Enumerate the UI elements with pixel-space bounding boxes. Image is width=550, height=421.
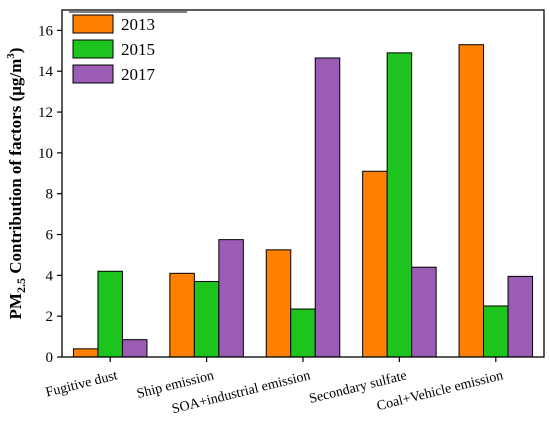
- legend-swatch: [72, 14, 114, 34]
- bars-layer: [72, 44, 534, 358]
- legend-swatch: [72, 64, 114, 84]
- bar: [507, 275, 534, 358]
- y-tick-label: 8: [46, 187, 54, 203]
- y-tick-label: 6: [46, 228, 54, 244]
- bar: [386, 52, 413, 358]
- bar: [265, 249, 292, 358]
- y-axis-label: PM2.5 Contribution of factors (μg/m3): [5, 48, 28, 320]
- legend: 2013 2015 2017: [69, 11, 187, 84]
- y-label-subscript: 2.5: [14, 278, 28, 293]
- y-label-prefix: PM: [6, 293, 25, 319]
- bar: [314, 57, 341, 358]
- bar: [97, 270, 123, 358]
- bar: [121, 339, 148, 358]
- bar: [72, 348, 99, 358]
- y-tick-label: 2: [46, 309, 54, 325]
- y-label-suffix: ): [6, 48, 25, 54]
- y-tick-label: 14: [38, 64, 54, 80]
- bar: [411, 266, 437, 358]
- y-tick-label: 4: [46, 268, 54, 284]
- y-tick-label: 0: [46, 350, 54, 366]
- y-tick-label: 16: [38, 23, 54, 39]
- legend-label: 2013: [121, 15, 155, 34]
- y-tick-label: 10: [38, 146, 53, 162]
- y-axis: 0 2 4 6 8 10 12 14 16: [38, 23, 62, 366]
- bar: [169, 272, 195, 358]
- bar: [290, 308, 316, 358]
- bar: [458, 44, 485, 358]
- bar: [193, 280, 220, 358]
- bar: [218, 239, 244, 358]
- legend-label: 2017: [121, 65, 156, 84]
- y-tick-label: 12: [38, 105, 53, 121]
- y-label-middle: Contribution of factors (μg/m: [6, 59, 25, 278]
- legend-swatch: [72, 39, 114, 59]
- y-label-superscript: 3: [5, 53, 17, 59]
- x-tick-label: Fugitive dust: [44, 368, 119, 400]
- legend-label: 2015: [121, 40, 155, 59]
- x-axis: Fugitive dust Ship emissionSOA+industrial…: [44, 357, 505, 417]
- bar: [362, 170, 388, 358]
- bar: [483, 305, 509, 358]
